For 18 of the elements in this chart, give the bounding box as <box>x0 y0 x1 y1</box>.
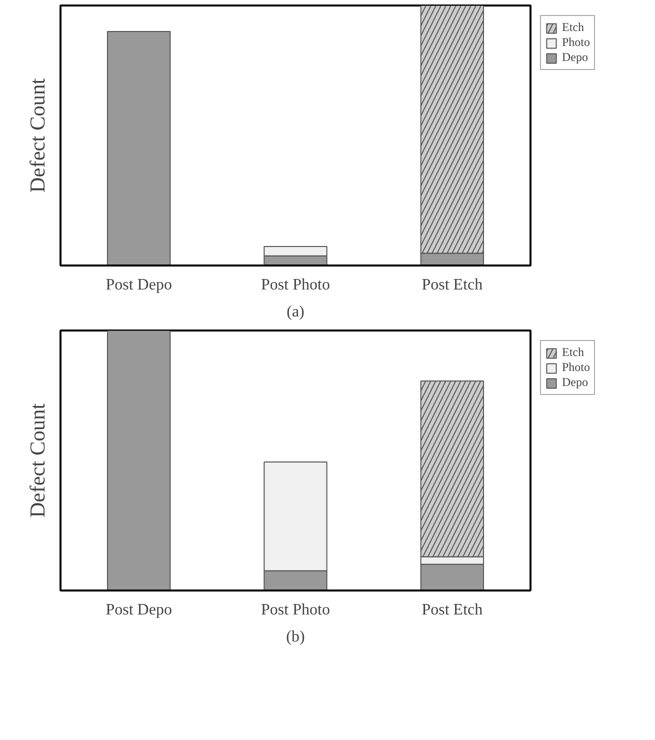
legend-label: Photo <box>562 35 590 50</box>
legend-label: Depo <box>562 50 588 65</box>
y-axis-title: Defect Count <box>26 403 50 518</box>
bar <box>107 330 171 590</box>
x-tick-label: Post Etch <box>422 602 483 618</box>
legend-label: Etch <box>562 20 584 35</box>
y-axis-title: Defect Count <box>26 78 50 193</box>
legend-label: Etch <box>562 345 584 360</box>
text: (b) <box>286 628 305 646</box>
x-tick-label: Post Etch <box>422 276 483 294</box>
legend-label: Depo <box>562 375 588 390</box>
x-tick-label: Post Photo <box>261 602 330 618</box>
legend-label: Photo <box>562 360 590 375</box>
x-tick-label: Post Depo <box>106 276 172 294</box>
x-tick-label: Post Depo <box>106 602 172 618</box>
bar <box>107 31 171 266</box>
x-tick-label: Post Photo <box>261 276 330 294</box>
text: (a) <box>286 304 304 320</box>
